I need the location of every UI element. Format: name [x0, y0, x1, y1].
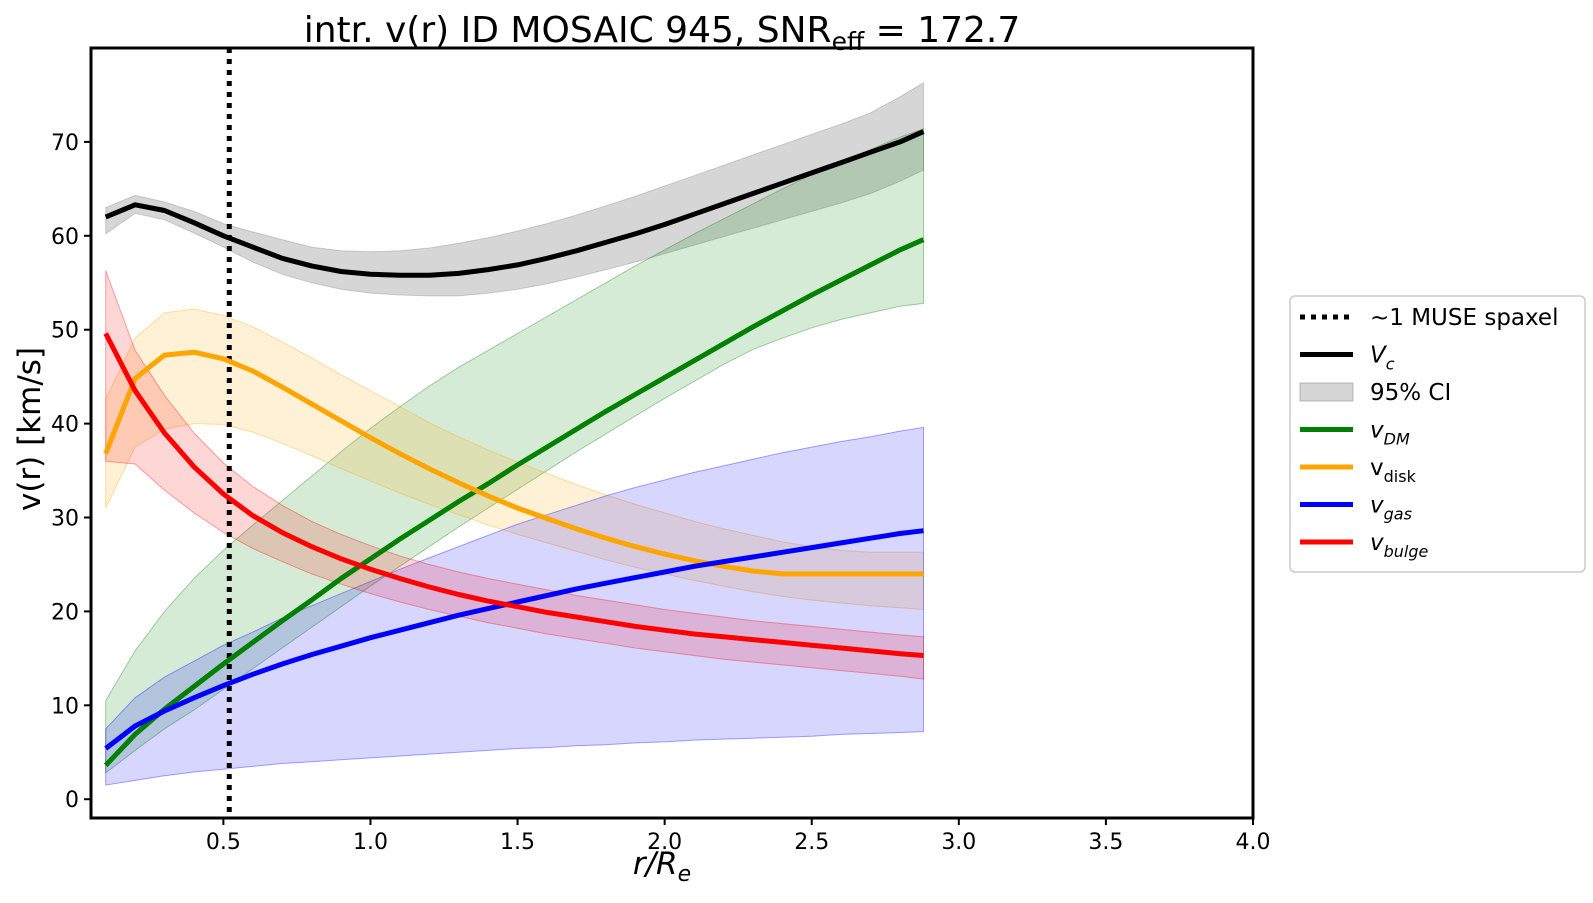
y-tick-label: 10 — [51, 694, 79, 719]
y-axis-label: v(r) [km/s] — [12, 347, 48, 511]
legend-label-muse-spaxel: ~1 MUSE spaxel — [1370, 305, 1558, 331]
series-line-v-disk — [103, 349, 924, 577]
x-tick-label: 2.0 — [647, 830, 682, 855]
x-tick-label: 1.5 — [500, 830, 535, 855]
series-line-v-gas — [104, 528, 924, 751]
legend-swatch-ci — [1299, 382, 1354, 402]
ci-band-v-disk — [105, 308, 924, 611]
y-tick-label: 40 — [51, 413, 79, 438]
y-tick-label: 50 — [51, 319, 79, 344]
legend-label-ci: 95% CI — [1370, 380, 1451, 406]
x-axis-ticks: 0.5 1.0 1.5 2.0 2.5 3.0 3.5 4.0 — [206, 818, 1271, 855]
x-tick-label: 0.5 — [206, 830, 241, 855]
legend-label-v-gas: vgas — [1370, 493, 1412, 524]
legend-label-v-dm: vDM — [1370, 418, 1410, 449]
y-tick-label: 0 — [65, 788, 79, 813]
y-tick-label: 70 — [51, 131, 79, 156]
legend: ~1 MUSE spaxel Vc 95% CI vDM vdisk vgas vbulge — [1289, 295, 1586, 573]
legend-label-v-c: Vc — [1370, 343, 1395, 374]
x-axis-label: r/Re — [633, 846, 691, 887]
x-tick-label: 2.5 — [794, 830, 829, 855]
legend-label-v-disk: vdisk — [1370, 455, 1417, 486]
series-line-v-dm — [103, 237, 925, 768]
x-tick-label: 3.0 — [941, 830, 976, 855]
y-tick-label: 30 — [51, 507, 79, 532]
x-tick-label: 1.0 — [353, 830, 388, 855]
ci-band-v-dm — [105, 128, 924, 774]
series-line-v-c — [104, 129, 925, 278]
chart-title: intr. v(r) ID MOSAIC 945, SNReff = 172.7 — [304, 10, 1021, 56]
plot-frame — [89, 46, 1255, 820]
x-tick-label: 3.5 — [1088, 830, 1123, 855]
legend-box — [1289, 295, 1586, 573]
series-line-v-bulge — [103, 332, 924, 658]
legend-label-v-bulge: vbulge — [1370, 530, 1429, 561]
series-lines — [103, 129, 925, 768]
x-tick-label: 4.0 — [1236, 830, 1271, 855]
y-axis-ticks: 0 10 20 30 40 50 60 70 — [51, 131, 91, 813]
y-tick-label: 20 — [51, 600, 79, 625]
y-tick-label: 60 — [51, 225, 79, 250]
ci-band-v-bulge — [105, 270, 924, 680]
